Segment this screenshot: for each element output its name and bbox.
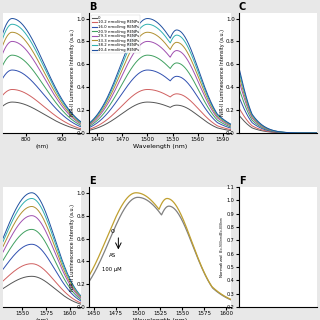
X-axis label: (nm): (nm) [36,318,49,320]
Text: B: B [89,2,97,12]
X-axis label: (nm): (nm) [36,143,49,148]
Text: C: C [239,2,246,12]
X-axis label: Wavelength (nm): Wavelength (nm) [133,318,187,320]
X-axis label: Wavelength (nm): Wavelength (nm) [133,143,187,148]
Y-axis label: NIR-II Luminescence Intensity (a.u.): NIR-II Luminescence Intensity (a.u.) [220,29,225,116]
Text: AS: AS [108,253,116,258]
Text: 0: 0 [110,229,114,234]
Y-axis label: Normalized  $I_{{\rm Ex,900nm}}$/$I_{{\rm Ex,808nm}}$: Normalized $I_{{\rm Ex,900nm}}$/$I_{{\rm… [218,216,226,278]
Text: F: F [239,176,245,186]
Y-axis label: NIR-II Luminescence Intensity (a.u.): NIR-II Luminescence Intensity (a.u.) [70,204,75,291]
Text: 100 μM: 100 μM [102,267,122,272]
Legend: 0, 10.2 nmol/mg RENPs, 16.0 nmol/mg RENPs, 20.9 nmol/mg RENPs, 29.3 nmol/mg RENP: 0, 10.2 nmol/mg RENPs, 16.0 nmol/mg RENP… [91,15,140,53]
Y-axis label: NIR-II Luminescence Intensity (a.u.): NIR-II Luminescence Intensity (a.u.) [70,29,75,116]
Text: E: E [89,176,96,186]
